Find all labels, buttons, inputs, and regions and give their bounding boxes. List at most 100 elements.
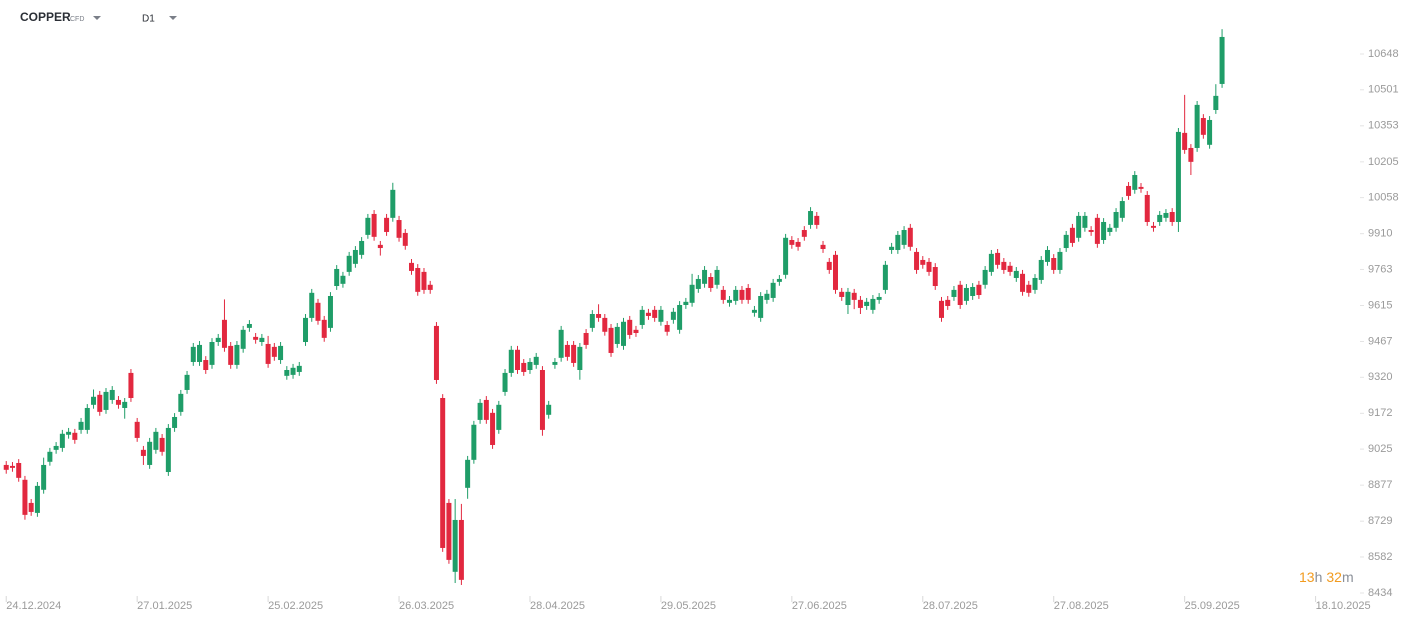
candle-body xyxy=(1088,230,1094,232)
candle-body xyxy=(290,367,296,375)
candle-body xyxy=(508,349,514,373)
instrument-type: CFD xyxy=(70,16,84,23)
candle-body xyxy=(533,356,539,365)
candle-body xyxy=(907,227,913,247)
candle-body xyxy=(677,304,683,330)
candle-body xyxy=(645,312,651,316)
y-tick-label: 10058 xyxy=(1368,192,1399,204)
candle-body xyxy=(658,309,664,322)
candle-body xyxy=(109,389,115,400)
candle-body xyxy=(203,360,209,370)
candle-body xyxy=(471,424,477,460)
candle-body xyxy=(1194,104,1200,148)
candle-body xyxy=(334,268,340,287)
candle-body xyxy=(976,284,982,296)
candle-body xyxy=(1026,284,1032,293)
candle-body xyxy=(739,289,745,300)
candle-body xyxy=(41,464,47,490)
candle-body xyxy=(259,337,265,343)
candle-body xyxy=(16,462,22,478)
timeframe-dropdown[interactable] xyxy=(169,16,177,20)
candle-body xyxy=(652,309,658,318)
candle-body xyxy=(409,262,415,271)
candle-body xyxy=(714,269,720,285)
candle-body xyxy=(596,314,602,318)
y-tick-label: 8434 xyxy=(1368,587,1392,599)
symbol-dropdown[interactable] xyxy=(93,16,101,20)
candle-body xyxy=(122,401,128,408)
candle-body xyxy=(477,402,483,420)
candle-body xyxy=(845,291,851,305)
candle-body xyxy=(608,327,614,353)
candle-body xyxy=(309,292,315,318)
y-tick-label: 9320 xyxy=(1368,371,1392,383)
candle-body xyxy=(22,479,28,515)
candle-body xyxy=(1032,277,1038,290)
candle-body xyxy=(633,329,639,333)
candle-body xyxy=(340,275,346,284)
y-tick-label: 10501 xyxy=(1368,84,1399,96)
candle-body xyxy=(496,404,502,430)
candle-body xyxy=(359,240,365,255)
candle-body xyxy=(1119,201,1125,218)
timeframe[interactable]: D1 xyxy=(142,14,155,25)
candle-body xyxy=(745,287,751,300)
candle-body xyxy=(1182,132,1188,150)
y-tick-label: 8729 xyxy=(1368,515,1392,527)
candle-body xyxy=(377,244,383,249)
candle-body xyxy=(234,344,240,365)
symbol[interactable]: COPPER xyxy=(20,10,71,24)
candle-body xyxy=(159,437,165,452)
countdown-minutes-unit: m xyxy=(1342,569,1354,585)
candle-body xyxy=(66,431,72,435)
candle-body xyxy=(221,319,227,348)
candle-body xyxy=(801,230,807,237)
candle-body xyxy=(639,309,645,325)
candle-body xyxy=(184,374,190,390)
candle-body xyxy=(1126,185,1132,196)
candle-body xyxy=(870,298,876,310)
candle-body xyxy=(1069,227,1075,243)
candle-body xyxy=(614,326,620,344)
candle-body xyxy=(945,299,951,306)
candle-body xyxy=(995,252,1001,265)
candle-body xyxy=(695,278,701,289)
candle-body xyxy=(1219,36,1225,84)
candle-body xyxy=(1200,118,1206,135)
y-tick-label: 8877 xyxy=(1368,479,1392,491)
candle-body xyxy=(1094,217,1100,244)
candle-body xyxy=(764,293,770,300)
candle-body xyxy=(253,336,259,340)
candle-body xyxy=(552,361,558,365)
candle-body xyxy=(876,296,882,300)
candle-body xyxy=(440,397,446,548)
candle-body xyxy=(3,464,9,470)
candle-body xyxy=(421,271,427,290)
candle-body xyxy=(627,319,633,335)
candle-body xyxy=(265,343,271,364)
candle-body xyxy=(546,404,552,415)
candle-body xyxy=(427,284,433,290)
y-tick-label: 9615 xyxy=(1368,299,1392,311)
candle-body xyxy=(34,485,40,513)
candle-body xyxy=(415,267,421,292)
candle-body xyxy=(832,254,838,290)
candle-body xyxy=(689,284,695,303)
candle-body xyxy=(140,449,146,456)
candle-body xyxy=(1001,261,1007,270)
candle-body xyxy=(1144,194,1150,222)
candle-body xyxy=(826,261,832,270)
candle-body xyxy=(1051,258,1057,270)
candle-body xyxy=(708,277,714,288)
candle-body xyxy=(84,407,90,430)
candle-body xyxy=(920,259,926,265)
candle-body xyxy=(957,284,963,305)
candle-body xyxy=(901,230,907,245)
candle-body xyxy=(1107,227,1113,232)
candle-body xyxy=(228,345,234,365)
x-tick-label: 29.05.2025 xyxy=(661,600,716,612)
candle-body xyxy=(982,269,988,285)
y-tick-label: 10648 xyxy=(1368,48,1399,60)
